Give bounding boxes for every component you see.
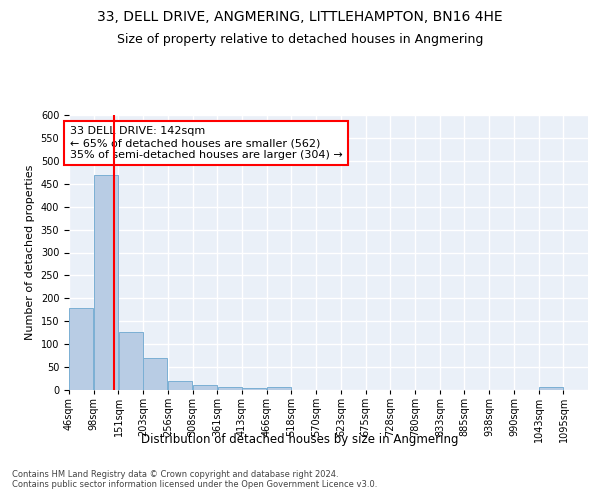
Y-axis label: Number of detached properties: Number of detached properties: [25, 165, 35, 340]
Bar: [267, 387, 291, 390]
Bar: [94, 176, 118, 390]
Text: Size of property relative to detached houses in Angmering: Size of property relative to detached ho…: [117, 32, 483, 46]
Bar: [539, 387, 563, 390]
Text: 33, DELL DRIVE, ANGMERING, LITTLEHAMPTON, BN16 4HE: 33, DELL DRIVE, ANGMERING, LITTLEHAMPTON…: [97, 10, 503, 24]
Text: 33 DELL DRIVE: 142sqm
← 65% of detached houses are smaller (562)
35% of semi-det: 33 DELL DRIVE: 142sqm ← 65% of detached …: [70, 126, 343, 160]
Text: Contains HM Land Registry data © Crown copyright and database right 2024.
Contai: Contains HM Land Registry data © Crown c…: [12, 470, 377, 490]
Text: Distribution of detached houses by size in Angmering: Distribution of detached houses by size …: [141, 432, 459, 446]
Bar: [242, 388, 266, 390]
Bar: [119, 332, 143, 390]
Bar: [69, 308, 93, 390]
Bar: [193, 386, 217, 390]
Bar: [143, 358, 167, 390]
Bar: [168, 381, 192, 390]
Bar: [218, 387, 242, 390]
